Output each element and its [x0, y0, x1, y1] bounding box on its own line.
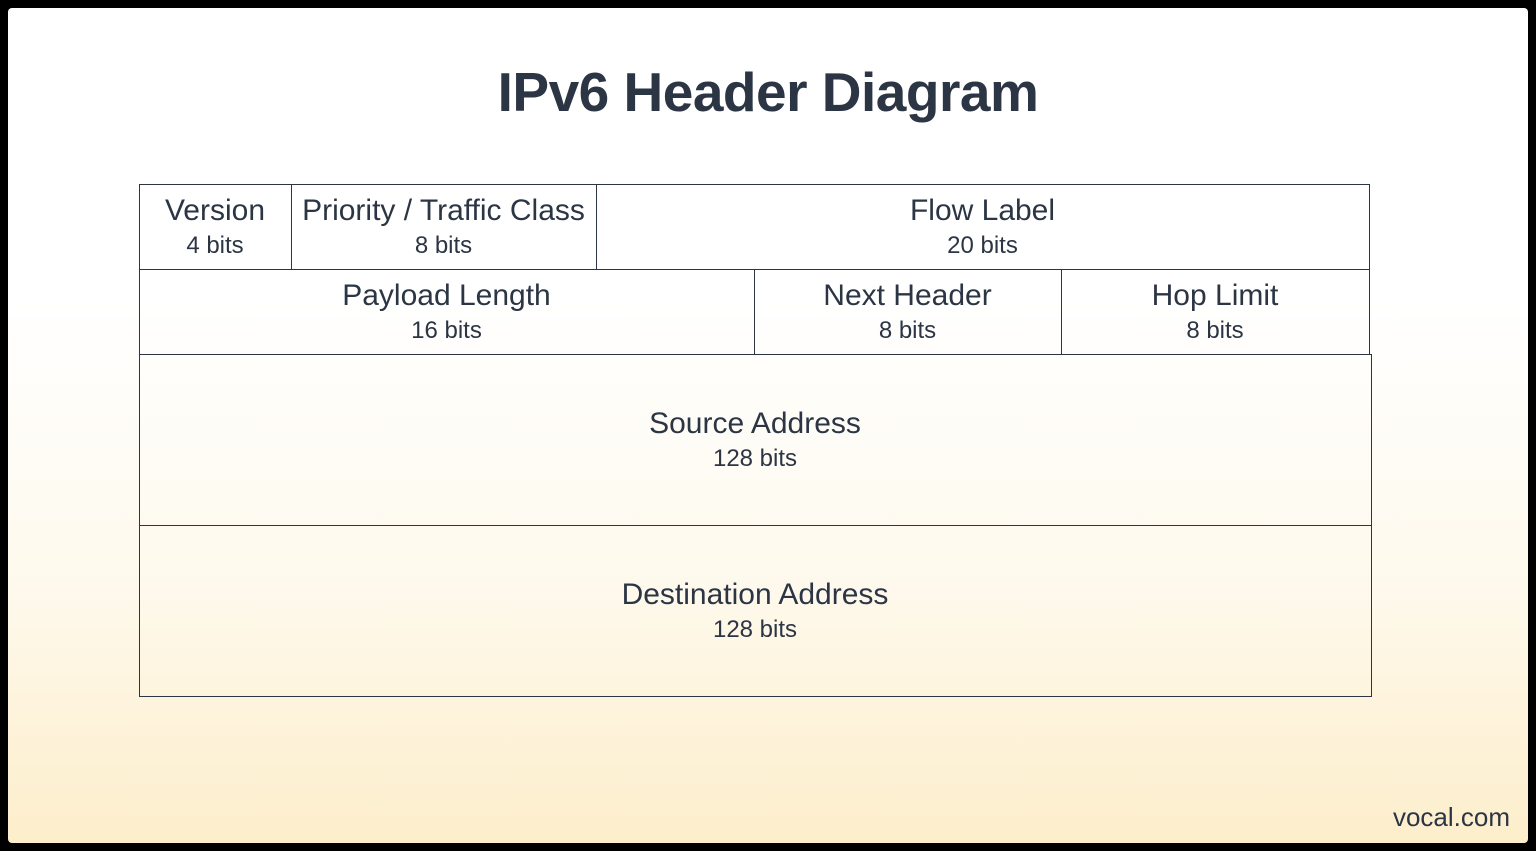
- header-row-4: Destination Address 128 bits: [139, 525, 1372, 696]
- field-bits: 128 bits: [713, 614, 797, 645]
- field-destination-address: Destination Address 128 bits: [139, 525, 1372, 697]
- field-bits: 8 bits: [879, 315, 936, 346]
- field-name: Next Header: [823, 277, 991, 315]
- field-traffic-class: Priority / Traffic Class 8 bits: [291, 184, 597, 270]
- field-bits: 16 bits: [411, 315, 482, 346]
- field-name: Destination Address: [622, 576, 889, 614]
- field-name: Flow Label: [910, 192, 1055, 230]
- header-row-2: Payload Length 16 bits Next Header 8 bit…: [139, 269, 1372, 354]
- field-bits: 8 bits: [415, 230, 472, 261]
- ipv6-header-diagram: Version 4 bits Priority / Traffic Class …: [139, 184, 1372, 696]
- field-hop-limit: Hop Limit 8 bits: [1061, 269, 1370, 355]
- field-name: Priority / Traffic Class: [302, 192, 585, 230]
- field-bits: 4 bits: [186, 230, 243, 261]
- field-bits: 8 bits: [1186, 315, 1243, 346]
- header-row-1: Version 4 bits Priority / Traffic Class …: [139, 184, 1372, 269]
- field-payload-length: Payload Length 16 bits: [139, 269, 755, 355]
- field-bits: 128 bits: [713, 443, 797, 474]
- field-bits: 20 bits: [947, 230, 1018, 261]
- field-source-address: Source Address 128 bits: [139, 354, 1372, 526]
- field-version: Version 4 bits: [139, 184, 292, 270]
- diagram-frame: IPv6 Header Diagram Version 4 bits Prior…: [8, 8, 1528, 843]
- field-name: Source Address: [649, 405, 861, 443]
- diagram-title: IPv6 Header Diagram: [8, 60, 1528, 124]
- field-name: Payload Length: [342, 277, 551, 315]
- field-name: Hop Limit: [1152, 277, 1279, 315]
- field-next-header: Next Header 8 bits: [754, 269, 1062, 355]
- header-row-3: Source Address 128 bits: [139, 354, 1372, 525]
- field-name: Version: [165, 192, 265, 230]
- field-flow-label: Flow Label 20 bits: [596, 184, 1370, 270]
- attribution-text: vocal.com: [1393, 802, 1510, 833]
